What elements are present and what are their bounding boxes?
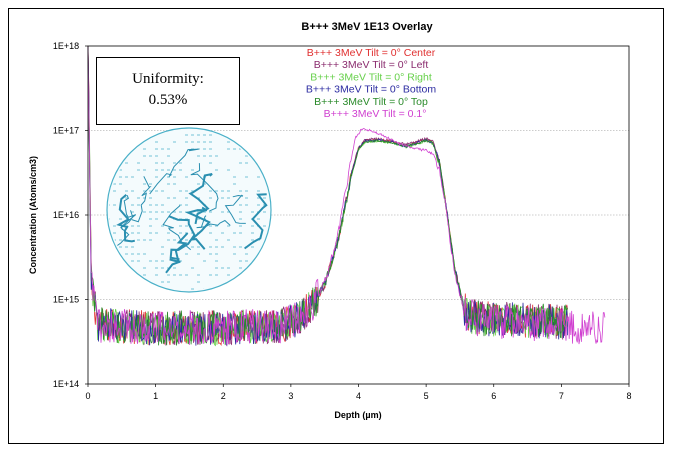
uniformity-annotation: Uniformity: 0.53% — [96, 57, 240, 125]
y-tick-label-0: 1E+14 — [53, 379, 79, 389]
legend-entry-0: B+++ 3MeV Tilt = 0° Center — [307, 47, 436, 59]
wafer-contour-line — [162, 205, 192, 251]
y-tick-label-2: 1E+16 — [53, 210, 79, 220]
x-tick-label-3: 3 — [288, 391, 293, 401]
wafer-contour-line — [190, 163, 219, 212]
wafer-contour-line — [188, 173, 213, 225]
wafer-contour-line — [244, 193, 268, 250]
wafer-contour-line — [149, 148, 199, 195]
uniformity-value: 0.53% — [148, 92, 188, 108]
legend-entry-1: B+++ 3MeV Tilt = 0° Left — [314, 59, 429, 71]
series-line-5 — [87, 45, 606, 346]
legend-entry-2: B+++ 3MeV Tilt = 0° Right — [310, 71, 432, 83]
y-axis-ticks: 1E+14 1E+15 1E+16 1E+17 1E+18 — [53, 41, 88, 389]
wafer-contour-line — [224, 194, 246, 224]
x-tick-label-7: 7 — [559, 391, 564, 401]
wafer-contour-line — [196, 215, 231, 229]
wafer-contour-line — [120, 195, 137, 231]
x-tick-label-4: 4 — [356, 391, 361, 401]
x-axis-ticks: 0 1 2 3 4 5 6 7 8 — [85, 384, 632, 401]
x-tick-label-6: 6 — [491, 391, 496, 401]
legend-entry-5: B+++ 3MeV Tilt = 0.1° — [324, 108, 427, 120]
x-tick-label-5: 5 — [424, 391, 429, 401]
x-tick-label-8: 8 — [626, 391, 631, 401]
wafer-map-image — [106, 127, 272, 293]
wafer-contour-line — [131, 176, 152, 223]
y-tick-label-4: 1E+18 — [53, 41, 79, 51]
y-tick-label-1: 1E+15 — [53, 295, 79, 305]
x-tick-label-1: 1 — [153, 391, 158, 401]
x-tick-label-0: 0 — [85, 391, 90, 401]
chart-title: B+++ 3MeV 1E13 Overlay — [301, 21, 433, 33]
wafer-outline — [106, 127, 272, 293]
x-axis-label: Depth (µm) — [334, 410, 381, 420]
series-line-4 — [87, 45, 568, 346]
uniformity-label: Uniformity: — [132, 71, 204, 87]
wafer-contour-line — [168, 215, 196, 261]
x-tick-label-2: 2 — [221, 391, 226, 401]
y-axis-label: Concentration (Atoms/cm3) — [28, 156, 38, 274]
legend-entry-3: B+++ 3MeV Tilt = 0° Bottom — [306, 84, 437, 96]
y-tick-label-3: 1E+17 — [53, 126, 79, 136]
series-group — [87, 45, 606, 347]
legend-entry-4: B+++ 3MeV Tilt = 0° Top — [314, 96, 428, 108]
